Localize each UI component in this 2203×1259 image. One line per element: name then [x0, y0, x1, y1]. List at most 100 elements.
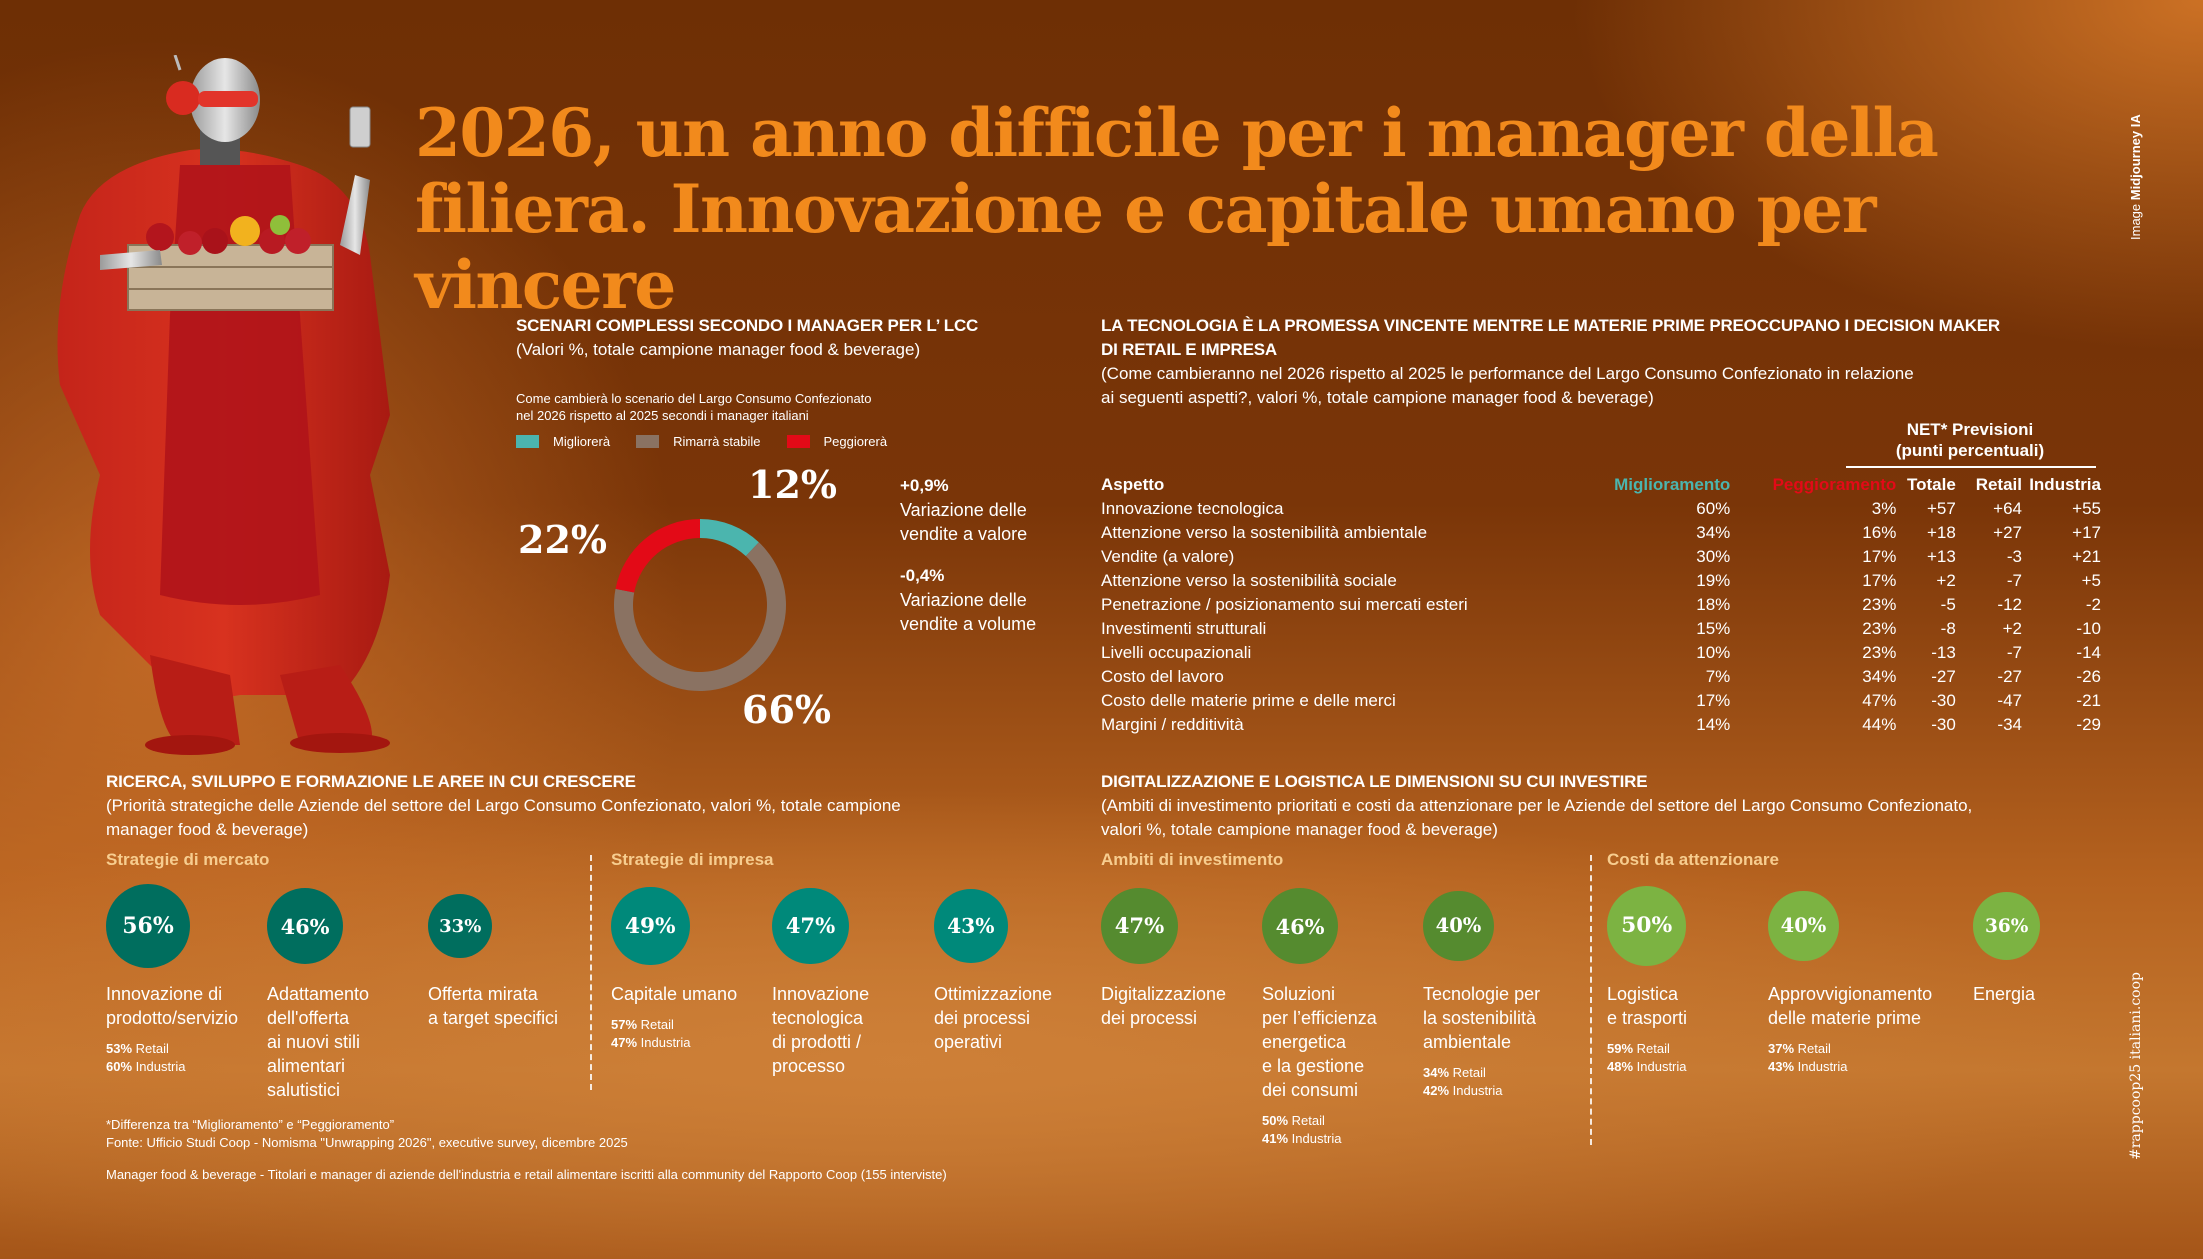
- bubble-item: 36% Energia: [1973, 880, 2138, 1006]
- bubble-label: Innovazione di prodotto/servizio: [106, 982, 271, 1030]
- cell-peggioramento: 23%: [1862, 643, 1897, 662]
- cell-miglioramento: 30%: [1696, 547, 1731, 566]
- bubble-label-line: la sostenibilità: [1423, 1008, 1537, 1028]
- kpi-label: vendite a valore: [900, 524, 1028, 544]
- bubble-label-line: ambientale: [1423, 1032, 1512, 1052]
- cell-peggioramento: 3%: [1871, 499, 1897, 518]
- performance-table: Aspetto Miglioramento Peggioramento Tota…: [1101, 473, 2101, 737]
- cell-miglioramento: 18%: [1696, 595, 1731, 614]
- bubble-label: Capitale umano: [611, 982, 776, 1006]
- retail-value: 37% Retail: [1768, 1041, 1831, 1056]
- scenari-subtitle: (Valori %, totale campione manager food …: [516, 340, 921, 359]
- retail-value: 34% Retail: [1423, 1065, 1486, 1080]
- bubble-circle: 49%: [611, 886, 690, 966]
- credit-prefix: Image: [2128, 203, 2143, 240]
- cell-aspetto: Innovazione tecnologica: [1101, 499, 1284, 518]
- donut-legend: Migliorerà Rimarrà stabile Peggiorerà: [516, 434, 1056, 449]
- tecnologia-subtitle-line-1: (Come cambieranno nel 2026 rispetto al 2…: [1101, 364, 1914, 383]
- scenari-section: SCENARI COMPLESSI SECONDO I MANAGER PER …: [516, 314, 1056, 449]
- cell-retail: +2: [2002, 619, 2022, 638]
- cell-industria: -29: [2076, 715, 2101, 734]
- bubble-label-line: dei processi: [934, 1008, 1031, 1028]
- donut-label-stabile: 66%: [742, 687, 831, 732]
- cell-peggioramento: 23%: [1862, 619, 1897, 638]
- legend-label: Migliorerà: [553, 434, 611, 449]
- bubble-item: 46% Adattamento dell'offerta ai nuovi stili…: [267, 880, 432, 1102]
- cell-miglioramento: 17%: [1696, 691, 1731, 710]
- ricerca-title: RICERCA, SVILUPPO E FORMAZIONE LE AREE I…: [106, 772, 636, 791]
- kpi-valore: +0,9% Variazione delle vendite a valore: [900, 474, 1080, 546]
- donut-slice-migliorera: [700, 519, 759, 557]
- group-label-strategie-mercato: Strategie di mercato: [106, 850, 270, 869]
- scenari-donut-chart: [614, 519, 786, 691]
- bubble-item: 43% Ottimizzazione dei processi operativi: [934, 880, 1099, 1054]
- page-title: 2026, un anno difficile per i manager de…: [415, 95, 2115, 323]
- bubble-label-line: di prodotti /: [772, 1032, 862, 1052]
- legend-label: Rimarrà stabile: [673, 434, 761, 449]
- bubble-label-line: Capitale umano: [611, 984, 738, 1004]
- bubble-label-line: dei consumi: [1262, 1080, 1359, 1100]
- bubble-item: 40% Tecnologie per la sostenibilità ambient…: [1423, 880, 1588, 1100]
- table-row: Costo del lavoro 7% 34% -27 -27 -26: [1101, 665, 2101, 689]
- title-line-2: filiera. Innovazione e capitale umano pe…: [415, 170, 1877, 324]
- industria-value: 60% Industria: [106, 1059, 186, 1074]
- cell-totale: +57: [1926, 499, 1956, 518]
- credit-name: Midjourney IA: [2128, 114, 2143, 201]
- legend-label: Peggiorerà: [823, 434, 888, 449]
- kpi-label: vendite a volume: [900, 614, 1037, 634]
- bubble-label-line: operativi: [934, 1032, 1003, 1052]
- ricerca-subtitle-line-1: (Priorità strategiche delle Aziende del …: [106, 796, 901, 815]
- kpi-volume: -0,4% Variazione delle vendite a volume: [900, 564, 1080, 636]
- cell-retail: +64: [1993, 499, 2022, 518]
- table-row: Vendite (a valore) 30% 17% +13 -3 +21: [1101, 545, 2101, 569]
- ricerca-section: RICERCA, SVILUPPO E FORMAZIONE LE AREE I…: [106, 770, 1056, 842]
- cell-miglioramento: 10%: [1696, 643, 1731, 662]
- cell-totale: +18: [1926, 523, 1956, 542]
- scenari-title: SCENARI COMPLESSI SECONDO I MANAGER PER …: [516, 316, 979, 335]
- cell-industria: -2: [2085, 595, 2101, 614]
- cell-retail: -3: [2006, 547, 2022, 566]
- bubble-label: Logistica e trasporti: [1607, 982, 1772, 1030]
- bubble-circle: 33%: [428, 893, 493, 959]
- cell-miglioramento: 34%: [1696, 523, 1731, 542]
- robot-illustration: [57, 55, 390, 755]
- table-row: Livelli occupazionali 10% 23% -13 -7 -14: [1101, 641, 2101, 665]
- retail-value: 59% Retail: [1607, 1041, 1670, 1056]
- bubble-circle: 47%: [1101, 887, 1178, 965]
- table-row: Margini / redditività 14% 44% -30 -34 -29: [1101, 713, 2101, 737]
- table-header-row: Aspetto Miglioramento Peggioramento Tota…: [1101, 473, 2101, 497]
- kpi-label: Variazione delle: [900, 590, 1027, 610]
- tecnologia-section: LA TECNOLOGIA È LA PROMESSA VINCENTE MEN…: [1101, 314, 2111, 410]
- bubble-label-line: tecnologica: [772, 1008, 864, 1028]
- bubble-label-line: Offerta mirata: [428, 984, 538, 1004]
- footnotes: *Differenza tra “Miglioramento” e “Peggi…: [106, 1116, 1206, 1184]
- cell-miglioramento: 15%: [1696, 619, 1731, 638]
- cell-totale: -30: [1931, 691, 1956, 710]
- bubble-label: Tecnologie per la sostenibilità ambientale: [1423, 982, 1588, 1054]
- bubble-circle: 50%: [1607, 886, 1687, 966]
- bubble-item: 46% Soluzioni per l’efficienza energetica e …: [1262, 880, 1427, 1148]
- cell-totale: +2: [1936, 571, 1956, 590]
- col-header-peggioramento: Peggioramento: [1772, 475, 1897, 494]
- bubble-label: Digitalizzazione dei processi: [1101, 982, 1266, 1030]
- bubble-label-line: Energia: [1973, 984, 2036, 1004]
- bubble-item: 50% Logistica e trasporti 59% Retail 48% Ind…: [1607, 880, 1772, 1076]
- bubble-item: 56% Innovazione di prodotto/servizio 53% Re…: [106, 880, 271, 1076]
- ricerca-subtitle: (Priorità strategiche delle Aziende del …: [106, 794, 1056, 842]
- digitalizzazione-subtitle-line-1: (Ambiti di investimento prioritati e cos…: [1101, 796, 1973, 815]
- cell-industria: -21: [2076, 691, 2101, 710]
- col-header-retail: Retail: [1975, 475, 2022, 494]
- scenari-note-line-2: nel 2026 rispetto al 2025 secondi i mana…: [516, 408, 809, 423]
- bubble-circle: 40%: [1423, 890, 1494, 962]
- cell-miglioramento: 7%: [1705, 667, 1731, 686]
- cell-industria: -14: [2076, 643, 2101, 662]
- bubble-item: 40% Approvvigionamento delle materie prime…: [1768, 880, 1933, 1076]
- cell-peggioramento: 17%: [1862, 571, 1897, 590]
- bubble-circle: 47%: [772, 887, 849, 965]
- cell-aspetto: Penetrazione / posizionamento sui mercat…: [1101, 595, 1468, 614]
- industria-value: 48% Industria: [1607, 1059, 1687, 1074]
- legend-swatch: [636, 435, 660, 448]
- retail-value: 53% Retail: [106, 1041, 169, 1056]
- cell-peggioramento: 34%: [1862, 667, 1897, 686]
- digitalizzazione-section: DIGITALIZZAZIONE E LOGISTICA LE DIMENSIO…: [1101, 770, 2111, 842]
